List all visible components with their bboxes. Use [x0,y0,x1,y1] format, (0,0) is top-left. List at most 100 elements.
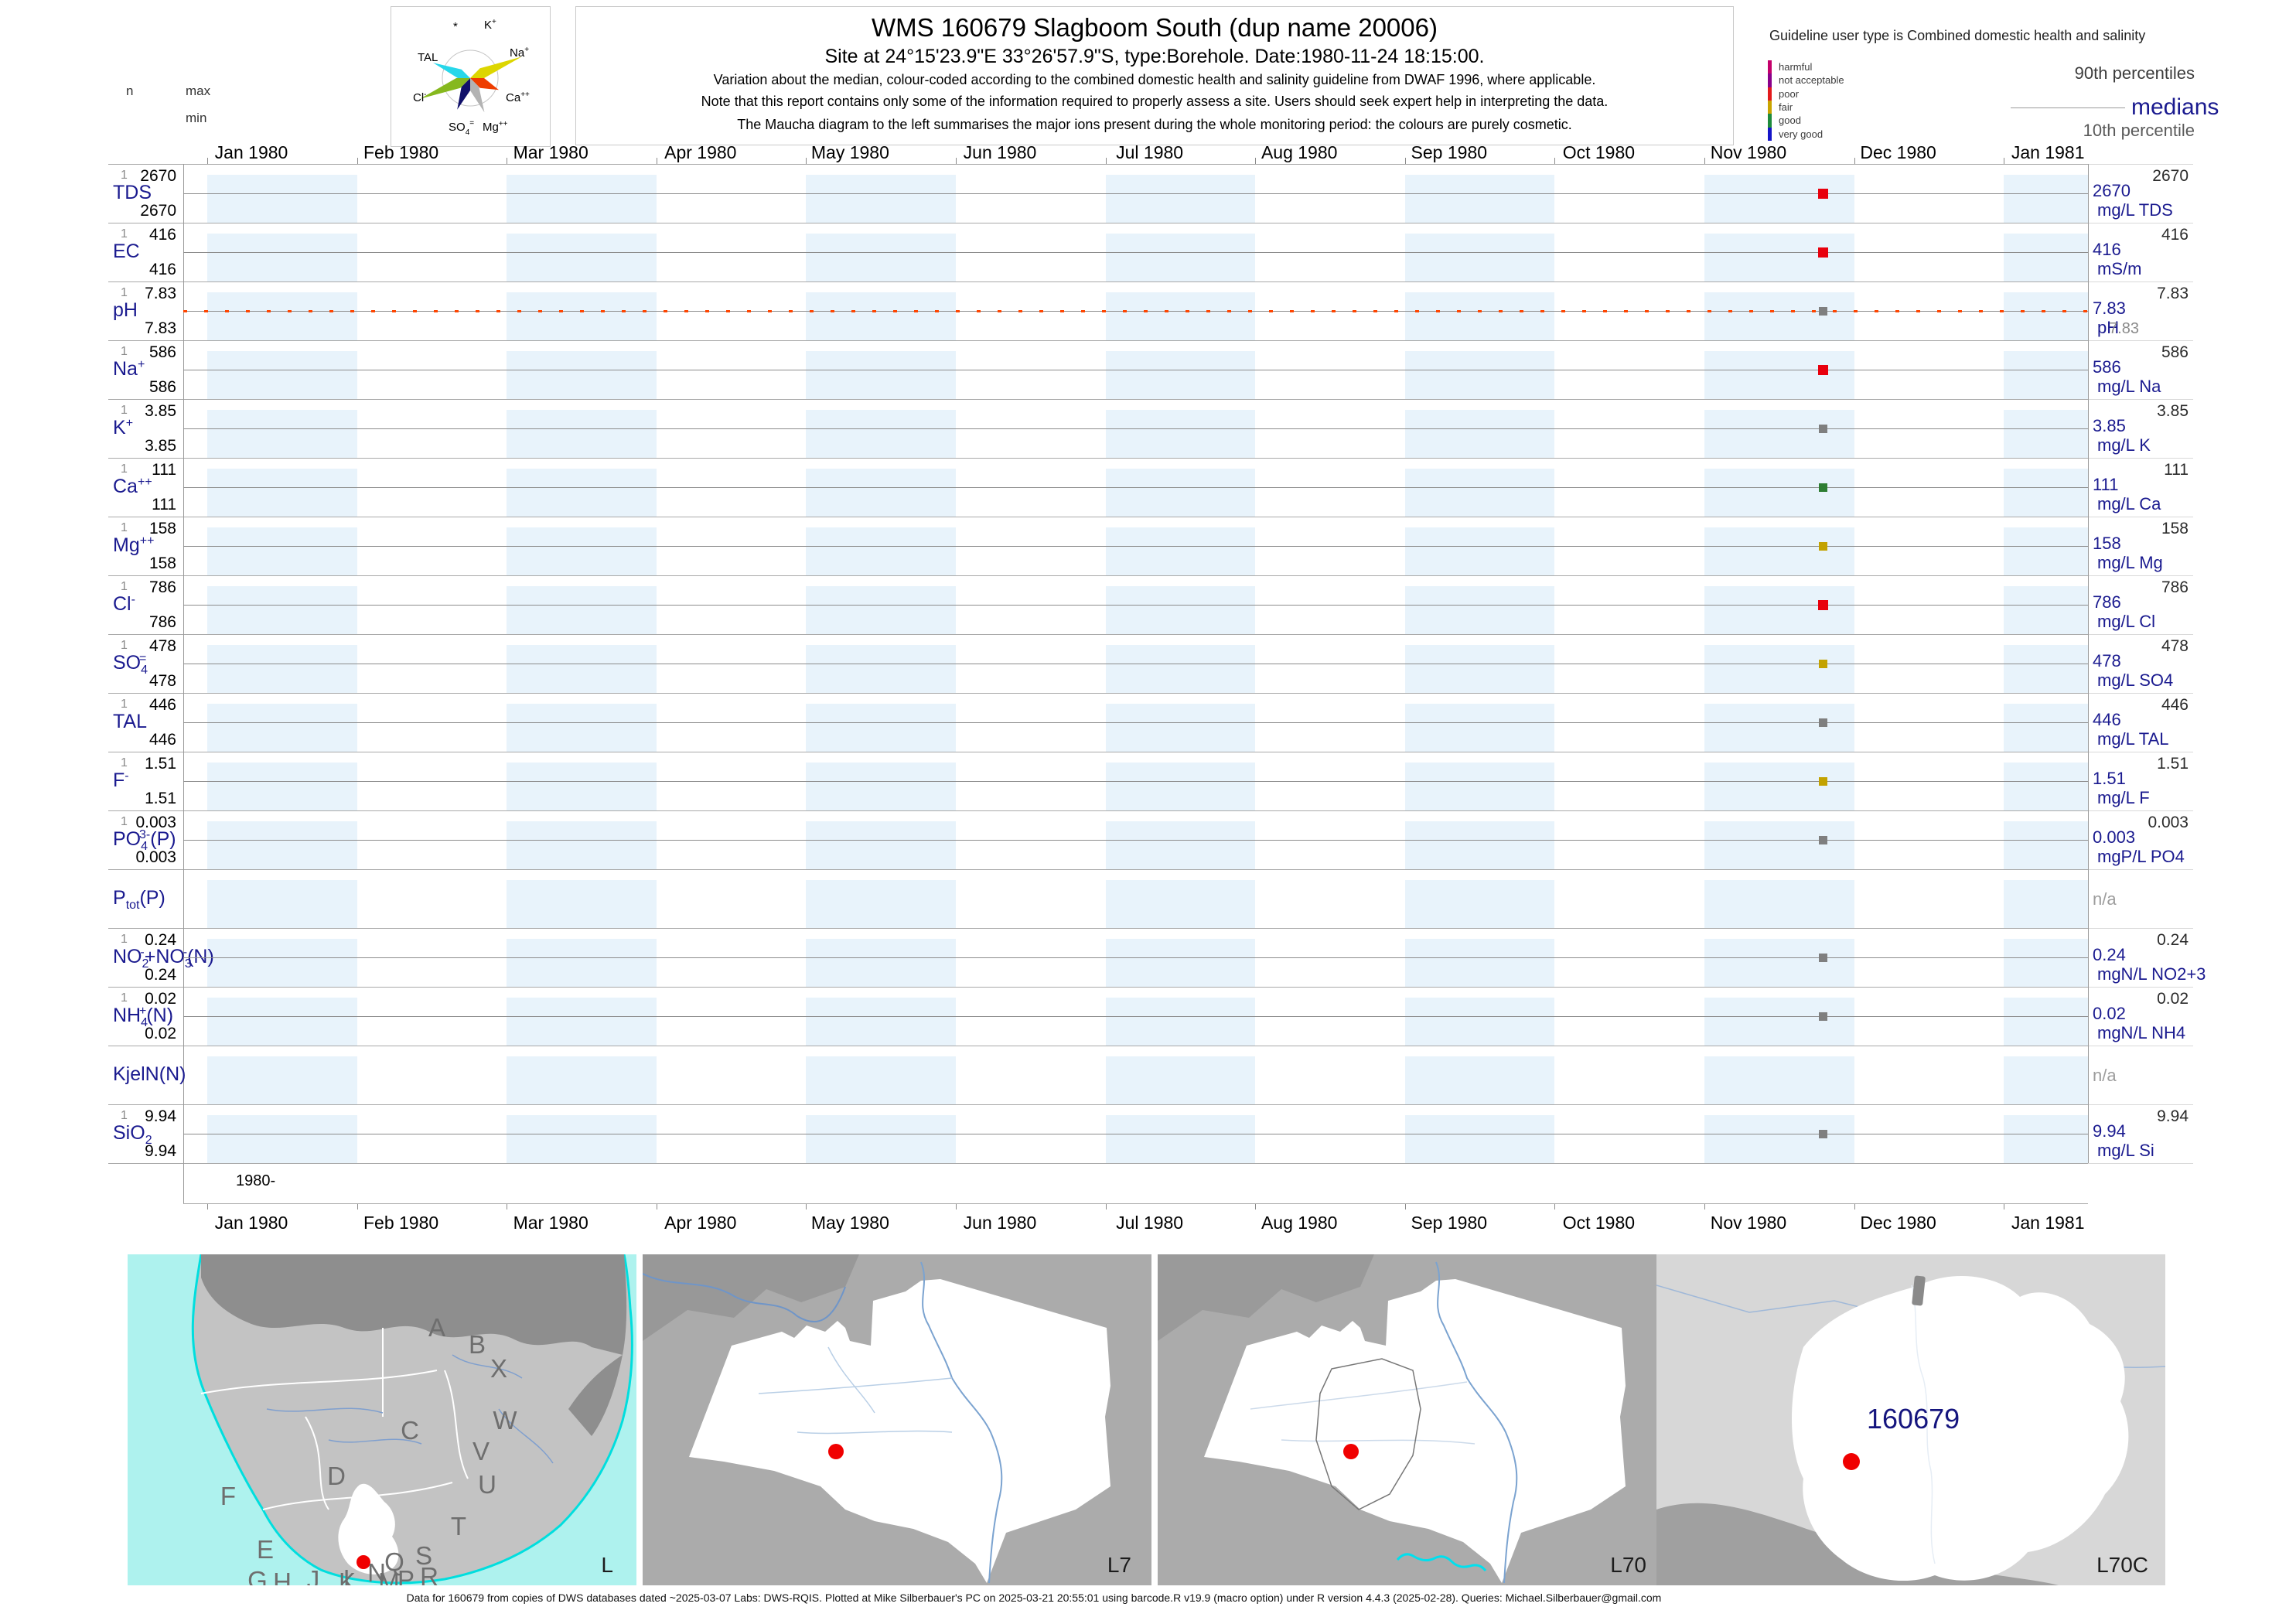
plot-left-border [183,164,184,1203]
month-band [1105,880,1256,928]
month-band [806,939,956,987]
param-name: K+ [113,417,133,439]
param-name: NH4+(N) [113,1005,173,1030]
month-band [507,645,657,693]
region-letter: W [493,1406,517,1435]
guideline-class-label: fair [1779,101,1793,113]
month-label-bottom: Feb 1980 [363,1213,439,1233]
south-africa-map [128,1254,636,1585]
region-letter: T [450,1512,467,1540]
param-name: Ca++ [113,476,152,498]
month-band [2004,292,2088,340]
param-name-segment: P [113,887,126,909]
maucha-star-label: * [453,20,458,33]
month-label-bottom: Sep 1980 [1411,1213,1488,1233]
month-band [207,351,357,399]
year-axis-label: 1980- [236,1172,276,1189]
median-value: 3.85 [2093,416,2126,435]
month-band [1105,234,1256,281]
month-band [207,469,357,517]
na-value: n/a [2093,1066,2117,1085]
month-band [1105,292,1256,340]
param-max: 786 [148,578,176,596]
median-value: 0.003 [2093,827,2136,847]
plot-right-border [2088,164,2089,1163]
row-separator [108,1163,2088,1164]
sample-marker [1818,1129,1827,1138]
param-name-segment: NH [113,1005,142,1026]
month-band [806,704,956,752]
median-value: 446 [2093,710,2121,729]
month-band [806,880,956,928]
unit-label: mg/L Ca [2097,494,2161,513]
median-line [183,252,2088,253]
month-band [1105,351,1256,399]
param-name-segment: (P) [150,828,176,850]
site-marker-dot [357,1555,370,1569]
guideline-class-label: harmful [1779,61,1813,73]
guideline-class-swatch [1768,114,1772,128]
l70-map [1158,1254,1667,1585]
median-value: 416 [2093,240,2121,259]
month-band [207,704,357,752]
sample-marker [1818,541,1827,551]
maucha-diagram: * K+ TAL Na+ Cl- Ca++ SO4= Mg++ [413,18,530,137]
maucha-circle [442,49,499,107]
month-band [1704,351,1854,399]
month-band [1404,998,1555,1046]
param-max: 0.02 [145,990,176,1008]
region-l-highlight [338,1483,399,1575]
month-band [806,1115,956,1163]
month-label-bottom: Jun 1980 [963,1213,1037,1233]
axis-tick-top [357,158,358,164]
month-band [1704,586,1854,634]
axis-tick-top [1255,158,1257,164]
month-band [2004,527,2088,575]
month-band [2004,939,2088,987]
right-column-separator [2088,869,2193,870]
p90-value: 786 [2161,578,2189,596]
param-max: 9.94 [145,1107,176,1125]
month-band [2004,469,2088,517]
right-column-separator [2088,987,2193,988]
month-band [2004,704,2088,752]
note-disclaimer: Note that this report contains only some… [701,94,1609,109]
p90-value: 1.51 [2157,755,2189,773]
region-letter: U [478,1470,496,1499]
unit-label: mg/L TAL [2097,729,2169,749]
month-band [1704,880,1854,928]
param-min: 158 [148,554,176,572]
map-panel-label: L70 [1610,1553,1646,1577]
guideline-heading: Guideline user type is Combined domestic… [1769,28,2146,43]
border-river [643,1273,846,1323]
month-band [507,234,657,281]
param-name-segment: 4 [141,664,148,677]
param-max: 7.83 [145,285,176,302]
guideline-class-label: poor [1779,87,1800,100]
right-column-separator [2088,693,2193,694]
region-letter: D [327,1462,346,1490]
note-maucha: The Maucha diagram to the left summarise… [737,117,1572,132]
month-band [1105,704,1256,752]
param-name-segment: NO [113,946,142,967]
tributaries [758,1346,953,1435]
guideline-class-swatch [1768,60,1772,74]
region-letter: E [256,1535,275,1564]
region-letter: F [220,1482,237,1510]
param-min: 111 [152,496,176,513]
sample-marker [1818,953,1827,962]
p90-value: 416 [2161,226,2189,244]
unit-label: mgN/L NO2+3 [2097,964,2206,984]
axis-tick-bottom [1554,1203,1556,1209]
month-band [2004,410,2088,458]
month-band [207,1056,357,1104]
axis-tick-bottom [956,1203,957,1209]
month-band [1404,527,1555,575]
param-name-segment: +NO [144,946,185,967]
guideline-class-swatch [1768,100,1772,114]
param-name: TAL [113,711,147,733]
median-line [183,781,2088,782]
param-min: 9.94 [145,1142,176,1160]
axis-tick-bottom [1854,1203,1855,1209]
subcatchment-outline [1315,1358,1421,1510]
